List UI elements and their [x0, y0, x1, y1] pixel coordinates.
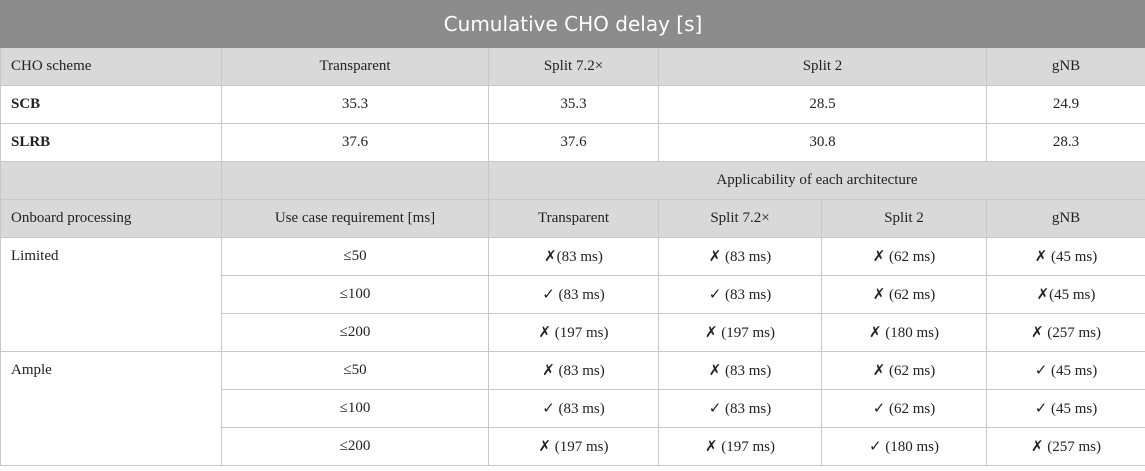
applicability-value: ✗ (197 ms) [658, 427, 822, 466]
header-cell: Onboard processing [0, 199, 222, 238]
applicability-value: ✓ (83 ms) [488, 389, 659, 428]
header-cell: Use case requirement [ms] [221, 199, 489, 238]
delay-value: 35.3 [221, 85, 489, 124]
applicability-value: ✗ (62 ms) [821, 275, 987, 314]
applicability-value: ✗ (197 ms) [488, 427, 659, 466]
applicability-value: ✓ (62 ms) [821, 389, 987, 428]
table-row: ≤200 ✗ (197 ms) ✗ (197 ms) ✗ (180 ms) ✗ (257… [1, 313, 1145, 352]
requirement: ≤200 [221, 427, 489, 466]
applicability-value: ✗ (180 ms) [821, 313, 987, 352]
requirement: ≤50 [221, 237, 489, 276]
header-cell: gNB [986, 199, 1145, 238]
table-row: SCB 35.3 35.3 28.5 24.9 [0, 85, 1145, 124]
table-title: Cumulative CHO delay [s] [0, 0, 1145, 48]
delay-value: 37.6 [488, 123, 659, 162]
applicability-value: ✓ (83 ms) [658, 275, 822, 314]
applicability-value: ✗ (83 ms) [488, 351, 659, 390]
table-row: Cumulative CHO delay [s] [0, 0, 1145, 48]
applicability-value: ✗ (83 ms) [658, 351, 822, 390]
applicability-value: ✓ (83 ms) [658, 389, 822, 428]
applicability-value: ✗(45 ms) [986, 275, 1145, 314]
table-row: Onboard processing Use case requirement [… [0, 199, 1145, 238]
requirement: ≤100 [221, 389, 489, 428]
table-row: Ample ≤50 ✗ (83 ms) ✗ (83 ms) ✗ (62 ms) ✓ (45… [0, 351, 1145, 466]
header-cell: Split 7.2× [488, 47, 659, 86]
header-cell: gNB [986, 47, 1145, 86]
requirement: ≤50 [221, 351, 489, 390]
applicability-value: ✗ (83 ms) [658, 237, 822, 276]
applicability-value: ✓ (45 ms) [986, 351, 1145, 390]
empty-cell [0, 161, 222, 200]
applicability-value: ✗ (257 ms) [986, 427, 1145, 466]
applicability-value: ✗ (257 ms) [986, 313, 1145, 352]
delay-value: 28.3 [986, 123, 1145, 162]
delay-value: 30.8 [658, 123, 987, 162]
group-label: Limited [0, 237, 222, 352]
table-row: ≤200 ✗ (197 ms) ✗ (197 ms) ✓ (180 ms) ✗ (257… [1, 427, 1145, 466]
table-row: SLRB 37.6 37.6 30.8 28.3 [0, 123, 1145, 162]
header-cell: Transparent [221, 47, 489, 86]
header-cell: Transparent [488, 199, 659, 238]
applicability-value: ✓ (180 ms) [821, 427, 987, 466]
applicability-value: ✓ (45 ms) [986, 389, 1145, 428]
delay-value: 37.6 [221, 123, 489, 162]
requirement: ≤200 [221, 313, 489, 352]
table-row: ≤100 ✓ (83 ms) ✓ (83 ms) ✓ (62 ms) ✓ (45 ms) [1, 389, 1145, 428]
empty-cell [221, 161, 489, 200]
requirement: ≤100 [221, 275, 489, 314]
row-label: SLRB [0, 123, 222, 162]
table-row: CHO scheme Transparent Split 7.2× Split 2 gN… [0, 47, 1145, 86]
delay-value: 35.3 [488, 85, 659, 124]
row-label: SCB [0, 85, 222, 124]
table-row: Limited ≤50 ✗(83 ms) ✗ (83 ms) ✗ (62 ms) ✗ (4… [0, 237, 1145, 352]
applicability-value: ✗ (62 ms) [821, 351, 987, 390]
applicability-value: ✗ (45 ms) [986, 237, 1145, 276]
header-cell: Split 2 [821, 199, 987, 238]
applicability-value: ✗ (62 ms) [821, 237, 987, 276]
applicability-value: ✗ (197 ms) [488, 313, 659, 352]
applicability-value: ✗ (197 ms) [658, 313, 822, 352]
delay-value: 28.5 [658, 85, 987, 124]
applicability-value: ✗(83 ms) [488, 237, 659, 276]
delay-value: 24.9 [986, 85, 1145, 124]
header-cell: Split 7.2× [658, 199, 822, 238]
table-row: Applicability of each architecture [0, 161, 1145, 200]
applicability-value: ✓ (83 ms) [488, 275, 659, 314]
group-label: Ample [0, 351, 222, 466]
header-cell: CHO scheme [0, 47, 222, 86]
header-cell: Split 2 [658, 47, 987, 86]
table-row: ≤100 ✓ (83 ms) ✓ (83 ms) ✗ (62 ms) ✗(45 ms) [1, 275, 1145, 314]
group-header: Applicability of each architecture [488, 161, 1145, 200]
